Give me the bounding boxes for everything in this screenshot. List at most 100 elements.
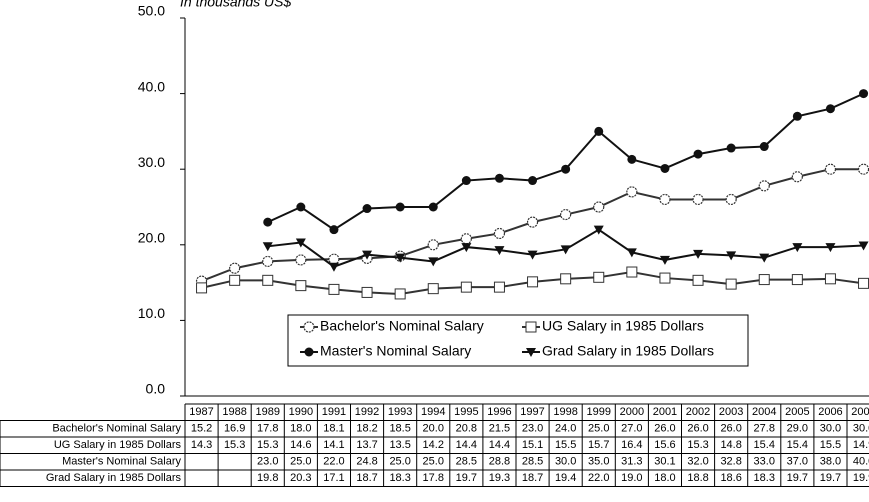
table-cell: 30.0 bbox=[853, 423, 869, 435]
table-cell: 14.6 bbox=[290, 439, 311, 451]
point bbox=[627, 154, 637, 164]
legend-label: Bachelor's Nominal Salary bbox=[320, 318, 484, 334]
point bbox=[328, 262, 339, 272]
table-header: 2001 bbox=[653, 406, 677, 418]
table-cell: 22.0 bbox=[323, 456, 344, 468]
point bbox=[792, 243, 803, 253]
y-tick-label: 0.0 bbox=[146, 381, 166, 397]
point bbox=[791, 171, 803, 183]
table-cell: 19.7 bbox=[820, 472, 841, 484]
table-cell: 14.8 bbox=[720, 439, 741, 451]
table-cell: 22.0 bbox=[588, 472, 609, 484]
table-header: 1991 bbox=[322, 406, 346, 418]
table-cell: 19.9 bbox=[853, 472, 869, 484]
point bbox=[295, 238, 306, 248]
table-header: 2006 bbox=[818, 406, 842, 418]
table-header: 1994 bbox=[421, 406, 445, 418]
table-cell: 18.7 bbox=[522, 472, 543, 484]
point bbox=[692, 193, 704, 206]
point bbox=[659, 272, 671, 284]
point bbox=[659, 255, 670, 265]
point bbox=[693, 249, 704, 259]
legend-marker bbox=[303, 321, 315, 333]
legend-box bbox=[287, 314, 749, 367]
table-header: 1999 bbox=[587, 406, 611, 418]
table-cell: 20.8 bbox=[456, 423, 477, 435]
point bbox=[660, 163, 670, 173]
table-cell: 32.8 bbox=[720, 456, 741, 468]
legend-marker bbox=[304, 347, 314, 357]
point bbox=[791, 274, 803, 286]
table-cell: 19.7 bbox=[787, 472, 808, 484]
point bbox=[626, 186, 638, 198]
table-cell: 30.1 bbox=[654, 456, 675, 468]
table-cell: 26.0 bbox=[720, 423, 741, 435]
table-header: 1995 bbox=[454, 406, 478, 418]
point bbox=[395, 253, 406, 263]
point bbox=[295, 280, 307, 292]
table-cell: 15.6 bbox=[654, 439, 675, 451]
table-cell: 26.0 bbox=[654, 423, 675, 435]
table-cell: 19.0 bbox=[621, 472, 642, 484]
table-cell: 25.0 bbox=[290, 456, 311, 468]
table-cell: 18.3 bbox=[754, 472, 775, 484]
legend-label: UG Salary in 1985 Dollars bbox=[542, 318, 704, 334]
point bbox=[196, 282, 208, 294]
table-header: 2005 bbox=[785, 406, 809, 418]
point bbox=[725, 278, 737, 290]
table-cell: 23.0 bbox=[257, 456, 278, 468]
table-cell: 40.0 bbox=[853, 456, 869, 468]
table-cell: 17.1 bbox=[323, 472, 344, 484]
point bbox=[593, 271, 605, 283]
point bbox=[428, 257, 439, 267]
table-cell: 18.0 bbox=[290, 423, 311, 435]
table-cell: 29.0 bbox=[787, 423, 808, 435]
table-cell: 18.1 bbox=[323, 423, 344, 435]
table-cell: 23.0 bbox=[522, 423, 543, 435]
table-cell: 31.3 bbox=[621, 456, 642, 468]
point bbox=[295, 254, 307, 266]
table-cell: 27.0 bbox=[621, 423, 642, 435]
point bbox=[825, 243, 836, 253]
table-cell: 18.6 bbox=[720, 472, 741, 484]
y-tick-label: 50.0 bbox=[138, 3, 165, 19]
table-cell: 15.2 bbox=[191, 423, 212, 435]
table-header: 1988 bbox=[222, 406, 246, 418]
point bbox=[560, 273, 572, 285]
point bbox=[726, 143, 736, 153]
table-cell: 16.9 bbox=[224, 423, 245, 435]
table-row-label: Bachelor's Nominal Salary bbox=[52, 423, 181, 435]
table-cell: 18.3 bbox=[389, 472, 410, 484]
table-cell: 15.3 bbox=[257, 439, 278, 451]
table-header: 1987 bbox=[189, 406, 213, 418]
table-cell: 15.1 bbox=[522, 439, 543, 451]
table-cell: 15.5 bbox=[555, 439, 576, 451]
table-cell: 21.5 bbox=[489, 423, 510, 435]
legend-label: Grad Salary in 1985 Dollars bbox=[542, 343, 714, 359]
point bbox=[759, 142, 769, 152]
table-cell: 18.5 bbox=[389, 423, 410, 435]
table-cell: 19.7 bbox=[456, 472, 477, 484]
point bbox=[229, 274, 241, 286]
table-cell: 13.5 bbox=[389, 439, 410, 451]
point bbox=[229, 262, 241, 274]
point bbox=[858, 277, 869, 289]
table-cell: 25.0 bbox=[588, 423, 609, 435]
table-header: 2000 bbox=[620, 406, 644, 418]
table-row-label: UG Salary in 1985 Dollars bbox=[54, 439, 182, 451]
point bbox=[461, 243, 472, 253]
table-cell: 24.0 bbox=[555, 423, 576, 435]
point bbox=[560, 245, 571, 255]
table-cell: 25.0 bbox=[423, 456, 444, 468]
point bbox=[626, 266, 638, 278]
table-cell: 18.0 bbox=[654, 472, 675, 484]
point bbox=[427, 283, 439, 295]
legend-marker bbox=[525, 321, 537, 333]
point bbox=[328, 253, 340, 265]
table-cell: 28.5 bbox=[456, 456, 477, 468]
table-header: 1990 bbox=[289, 406, 313, 418]
point bbox=[460, 281, 472, 293]
point bbox=[758, 274, 770, 286]
table-cell: 30.0 bbox=[555, 456, 576, 468]
table-cell: 14.3 bbox=[191, 439, 212, 451]
